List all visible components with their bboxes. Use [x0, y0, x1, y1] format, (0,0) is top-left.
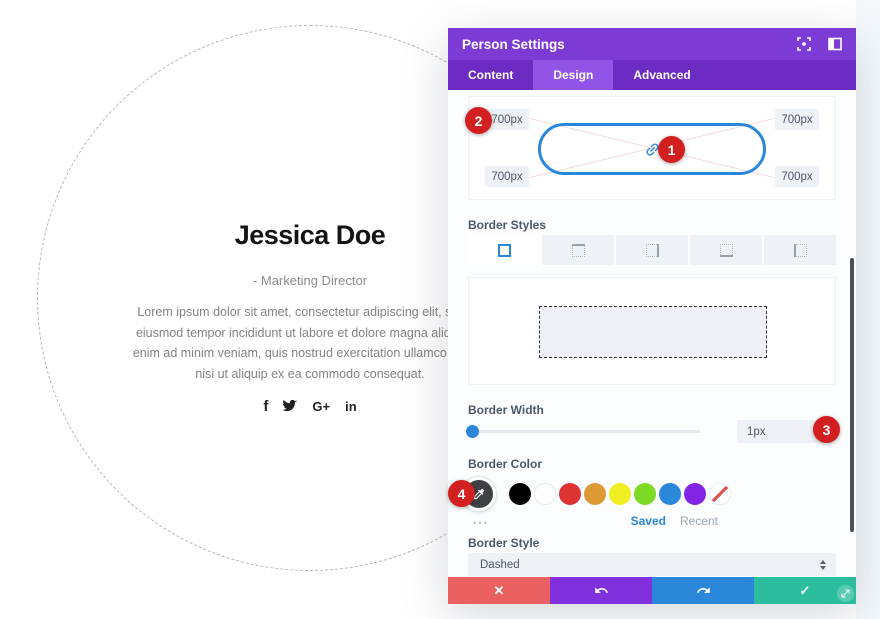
bio-line: Lorem ipsum dolor sit amet, consectetur …	[137, 305, 483, 319]
redo-button[interactable]	[652, 577, 754, 604]
border-styles-label: Border Styles	[468, 218, 547, 232]
slider-knob[interactable]	[466, 425, 479, 438]
border-style-select[interactable]: Dashed	[468, 553, 836, 576]
swatch-orange[interactable]	[584, 483, 606, 505]
border-width-input[interactable]: 1px	[737, 420, 832, 443]
border-style-top-button[interactable]	[542, 235, 614, 265]
resize-handle[interactable]	[837, 585, 854, 602]
person-name: Jessica Doe	[234, 220, 386, 250]
all-borders-icon	[497, 243, 511, 257]
check-icon: ✓	[799, 582, 811, 598]
tab-advanced[interactable]: Advanced	[633, 68, 691, 82]
border-style-value: Dashed	[480, 558, 520, 571]
swatch-yellow[interactable]	[609, 483, 631, 505]
annotation-2: 2	[465, 107, 492, 134]
annotation-4: 4	[448, 480, 475, 507]
modal-title: Person Settings	[462, 36, 565, 52]
annotation-3: 3	[813, 416, 840, 443]
swatch-white[interactable]	[534, 483, 556, 505]
person-settings-modal: Person Settings Content Design Advanced	[448, 28, 856, 604]
more-colors-button[interactable]: •••	[473, 518, 489, 528]
radius-bottom-right-input[interactable]: 700px	[775, 166, 819, 187]
border-width-control: 1px	[466, 420, 836, 444]
border-style-label: Border Style	[468, 536, 540, 550]
modal-scrollbar[interactable]	[850, 258, 854, 532]
modal-tabs: Content Design Advanced	[448, 60, 856, 90]
person-bio: Lorem ipsum dolor sit amet, consectetur …	[30, 302, 590, 384]
person-module: Jessica Doe - Marketing Director Lorem i…	[30, 220, 590, 415]
swatch-green[interactable]	[634, 483, 656, 505]
social-links: f G+ in	[30, 397, 590, 415]
border-style-bottom-button[interactable]	[690, 235, 762, 265]
google-plus-icon[interactable]: G+	[312, 398, 331, 414]
preview-toggle-icon[interactable]	[797, 37, 811, 51]
border-width-label: Border Width	[468, 403, 544, 417]
saved-colors-link[interactable]: Saved	[630, 514, 666, 528]
tab-design[interactable]: Design	[533, 60, 614, 90]
top-border-icon	[571, 243, 585, 257]
border-style-right-button[interactable]	[616, 235, 688, 265]
swatch-purple[interactable]	[684, 483, 706, 505]
linkedin-icon[interactable]: in	[345, 398, 357, 414]
border-color-swatches	[461, 474, 731, 514]
border-preview-panel	[468, 277, 836, 385]
eyedropper-icon	[473, 488, 485, 500]
bio-line: nisi ut aliquip ex ea commodo consequat.	[195, 366, 425, 381]
bio-line: eiusmod tempor incididunt ut labore et d…	[135, 325, 485, 340]
recent-colors-link[interactable]: Recent	[679, 514, 718, 528]
modal-footer: ✕ ✓	[448, 577, 856, 604]
border-radius-control: 700px 700px 700px 700px	[468, 96, 836, 200]
dock-layout-icon[interactable]	[828, 37, 842, 51]
page-gutter	[856, 0, 880, 619]
undo-button[interactable]	[550, 577, 652, 604]
bio-line: enim ad minim veniam, quis nostrud exerc…	[132, 346, 488, 360]
radius-preview-pill	[538, 123, 766, 175]
left-border-icon	[793, 243, 807, 257]
redo-icon	[696, 587, 710, 593]
border-styles-tabs	[468, 235, 836, 265]
select-arrows-icon	[820, 559, 826, 570]
bottom-border-icon	[719, 243, 733, 257]
link-values-icon[interactable]	[640, 137, 664, 161]
annotation-1: 1	[658, 136, 685, 163]
modal-body: 700px 700px 700px 700px Border Styles	[448, 90, 856, 577]
save-button[interactable]: ✓	[754, 577, 856, 604]
swatch-red[interactable]	[559, 483, 581, 505]
resize-icon	[841, 589, 850, 598]
radius-bottom-left-input[interactable]: 700px	[485, 166, 529, 187]
twitter-icon[interactable]	[283, 398, 298, 414]
tab-content[interactable]: Content	[468, 68, 514, 82]
person-position: - Marketing Director	[252, 273, 368, 288]
radius-guides	[498, 110, 806, 186]
undo-icon	[594, 587, 608, 593]
dashed-border-preview	[539, 306, 767, 358]
border-width-slider[interactable]	[466, 425, 700, 438]
border-color-label: Border Color	[468, 457, 543, 471]
swatch-transparent[interactable]	[709, 483, 731, 505]
right-border-icon	[645, 243, 659, 257]
palette-switcher: Saved Recent	[468, 514, 718, 528]
border-style-all-button[interactable]	[468, 235, 540, 265]
border-style-left-button[interactable]	[764, 235, 836, 265]
swatch-blue[interactable]	[659, 483, 681, 505]
modal-header: Person Settings	[448, 28, 856, 60]
swatch-black[interactable]	[509, 483, 531, 505]
facebook-icon[interactable]: f	[263, 397, 269, 415]
radius-top-right-input[interactable]: 700px	[775, 109, 819, 130]
close-icon: ✕	[493, 582, 505, 598]
discard-button[interactable]: ✕	[448, 577, 550, 604]
radius-top-left-input[interactable]: 700px	[485, 109, 529, 130]
